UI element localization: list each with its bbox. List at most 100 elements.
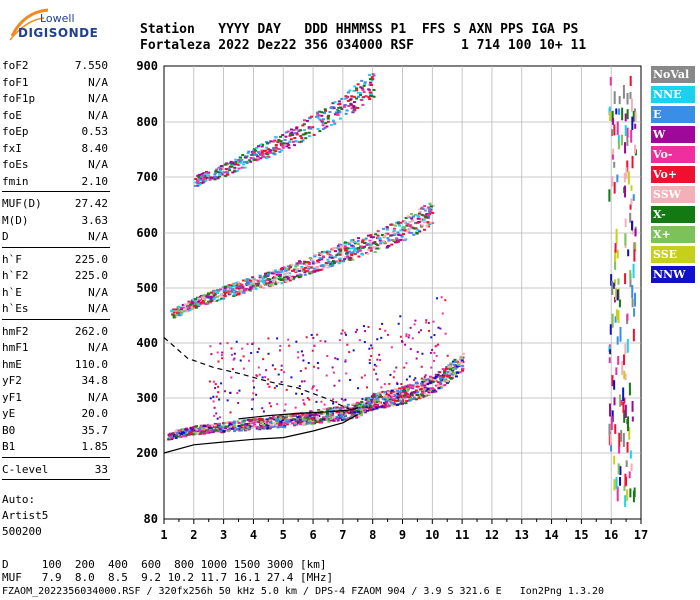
echo-mark: [213, 173, 217, 176]
echo-mark: [234, 160, 238, 163]
echo-mark: [280, 380, 283, 383]
echo-mark: [331, 262, 335, 265]
echo-mark: [416, 394, 420, 397]
echo-mark: [284, 279, 288, 282]
param-value: 3.63: [81, 213, 109, 227]
noise-mark: [629, 269, 632, 281]
echo-mark: [369, 234, 373, 237]
noise-mark: [613, 161, 616, 168]
echo-mark: [419, 382, 423, 385]
echo-mark: [210, 177, 214, 180]
noise-mark: [614, 249, 617, 264]
param-row: h`F2 225.0: [2, 268, 108, 285]
echo-mark: [361, 246, 365, 249]
echo-mark: [454, 367, 458, 370]
param-row: MUF(D) 27.42: [2, 196, 108, 213]
echo-mark: [279, 279, 283, 282]
echo-mark: [306, 261, 310, 264]
echo-mark: [427, 213, 431, 216]
echo-mark: [350, 95, 354, 98]
echo-mark: [279, 142, 283, 145]
legend-item: E: [651, 106, 695, 123]
echo-mark: [393, 370, 396, 373]
noise-mark: [624, 142, 627, 154]
header-value: RSF: [390, 38, 414, 53]
echo-mark: [329, 417, 333, 420]
echo-mark: [350, 414, 354, 417]
echo-mark: [407, 384, 411, 387]
echo-mark: [312, 416, 316, 419]
echo-mark: [253, 153, 257, 156]
echo-mark: [403, 366, 406, 369]
echo-mark: [224, 174, 228, 177]
x-tick-label: 12: [485, 528, 499, 542]
echo-mark: [444, 299, 447, 302]
echo-mark: [303, 418, 307, 421]
echo-mark: [369, 93, 373, 96]
echo-mark: [239, 287, 243, 290]
echo-mark: [214, 171, 218, 174]
echo-mark: [169, 433, 173, 436]
echo-mark: [385, 397, 389, 400]
echo-mark: [369, 244, 373, 247]
noise-mark: [618, 432, 621, 448]
echo-mark: [326, 414, 330, 417]
echo-mark: [266, 424, 270, 427]
echo-mark: [265, 420, 269, 423]
echo-mark: [176, 310, 180, 313]
echo-mark: [231, 282, 235, 285]
echo-mark: [359, 93, 363, 96]
noise-mark: [628, 471, 631, 479]
echo-mark: [349, 98, 353, 101]
echo-mark: [297, 141, 301, 144]
echo-mark: [241, 426, 245, 429]
echo-mark: [383, 235, 387, 238]
echo-mark: [415, 385, 419, 388]
echo-mark: [444, 332, 447, 335]
echo-mark: [404, 221, 408, 224]
param-name: D: [2, 230, 9, 243]
echo-mark: [230, 425, 234, 428]
echo-mark: [349, 252, 353, 255]
y-tick-label: 800: [136, 115, 158, 129]
echo-mark: [229, 292, 233, 295]
panel-divider: [2, 318, 110, 320]
echo-mark: [227, 430, 231, 433]
echo-mark: [386, 237, 390, 240]
echo-mark: [181, 434, 185, 437]
echo-mark: [362, 409, 366, 412]
noise-mark: [626, 127, 629, 138]
echo-mark: [324, 261, 328, 264]
echo-mark: [396, 222, 400, 225]
echo-mark: [307, 267, 311, 270]
echo-mark: [237, 158, 241, 161]
echo-mark: [322, 266, 326, 269]
echo-mark: [284, 403, 287, 406]
echo-mark: [183, 433, 187, 436]
echo-mark: [271, 284, 275, 287]
param-row: hmE 110.0: [2, 357, 108, 374]
echo-mark: [376, 399, 380, 402]
echo-mark: [283, 426, 287, 429]
echo-mark: [348, 89, 352, 92]
noise-mark: [633, 249, 636, 262]
echo-mark: [423, 383, 427, 386]
echo-mark: [212, 430, 216, 433]
header-value: 714: [476, 38, 501, 53]
echo-mark: [390, 394, 394, 397]
echo-mark: [342, 105, 346, 108]
echo-mark: [368, 404, 372, 407]
echo-mark: [268, 281, 272, 284]
echo-mark: [363, 239, 367, 242]
echo-mark: [282, 276, 286, 279]
param-row: D N/A: [2, 229, 108, 246]
echo-mark: [310, 258, 314, 261]
echo-mark: [336, 253, 340, 256]
noise-mark: [627, 171, 630, 185]
param-row: hmF1 N/A: [2, 340, 108, 357]
echo-mark: [177, 311, 181, 314]
echo-mark: [256, 282, 260, 285]
echo-mark: [220, 354, 223, 357]
echo-mark: [434, 345, 437, 348]
echo-mark: [377, 237, 381, 240]
